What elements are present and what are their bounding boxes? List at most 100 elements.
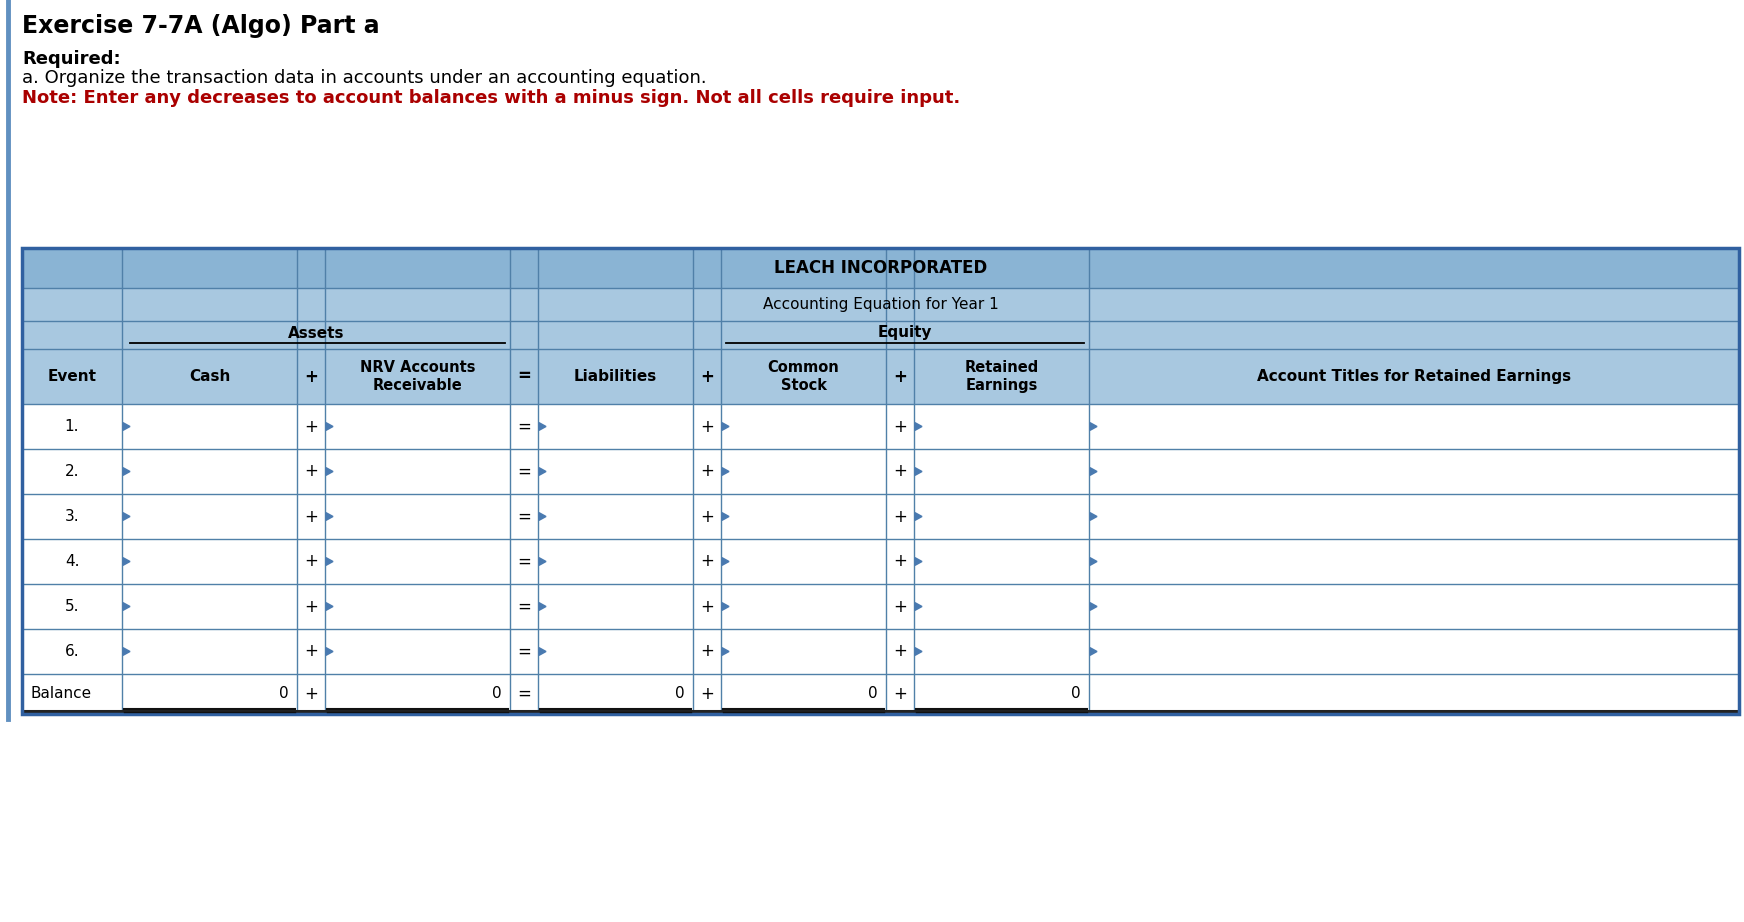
Text: +: + bbox=[303, 368, 317, 385]
Text: +: + bbox=[893, 368, 907, 385]
Polygon shape bbox=[124, 422, 131, 431]
Polygon shape bbox=[539, 647, 546, 656]
Polygon shape bbox=[1090, 422, 1097, 431]
Text: 2.: 2. bbox=[65, 464, 78, 479]
Polygon shape bbox=[722, 467, 729, 476]
Text: =: = bbox=[516, 552, 530, 571]
Text: Liabilities: Liabilities bbox=[574, 369, 657, 384]
Bar bbox=[23, 584, 1739, 629]
Polygon shape bbox=[722, 422, 729, 431]
Polygon shape bbox=[326, 603, 333, 610]
Text: a. Organize the transaction data in accounts under an accounting equation.: a. Organize the transaction data in acco… bbox=[23, 69, 706, 87]
Text: +: + bbox=[699, 552, 713, 571]
Bar bbox=[23, 449, 1739, 494]
Polygon shape bbox=[722, 513, 729, 520]
Text: Retained
Earnings: Retained Earnings bbox=[964, 360, 1039, 394]
Text: +: + bbox=[303, 685, 317, 703]
Text: +: + bbox=[699, 643, 713, 660]
Text: +: + bbox=[303, 418, 317, 435]
Text: 0: 0 bbox=[279, 687, 290, 702]
Polygon shape bbox=[124, 603, 131, 610]
Text: 6.: 6. bbox=[65, 644, 78, 659]
Text: +: + bbox=[699, 685, 713, 703]
Text: 0: 0 bbox=[675, 687, 685, 702]
Polygon shape bbox=[539, 603, 546, 610]
Text: 0: 0 bbox=[492, 687, 502, 702]
Polygon shape bbox=[722, 603, 729, 610]
Bar bbox=[23, 288, 1739, 321]
Text: =: = bbox=[516, 418, 530, 435]
Polygon shape bbox=[916, 603, 923, 610]
Text: +: + bbox=[303, 597, 317, 616]
Polygon shape bbox=[326, 647, 333, 656]
Text: +: + bbox=[303, 463, 317, 480]
Text: +: + bbox=[893, 597, 907, 616]
Bar bbox=[23, 321, 1739, 349]
Text: 3.: 3. bbox=[65, 509, 78, 524]
Polygon shape bbox=[1090, 603, 1097, 610]
Text: Required:: Required: bbox=[23, 50, 120, 68]
Text: +: + bbox=[303, 507, 317, 526]
Text: =: = bbox=[516, 463, 530, 480]
Polygon shape bbox=[722, 647, 729, 656]
Text: Balance: Balance bbox=[30, 687, 91, 702]
Polygon shape bbox=[722, 558, 729, 565]
Bar bbox=[23, 629, 1739, 674]
Text: Cash: Cash bbox=[188, 369, 230, 384]
Text: =: = bbox=[516, 597, 530, 616]
Polygon shape bbox=[916, 513, 923, 520]
Text: =: = bbox=[516, 507, 530, 526]
Polygon shape bbox=[539, 467, 546, 476]
Text: LEACH INCORPORATED: LEACH INCORPORATED bbox=[774, 259, 987, 277]
Polygon shape bbox=[1090, 467, 1097, 476]
Polygon shape bbox=[326, 513, 333, 520]
Bar bbox=[23, 404, 1739, 449]
Text: NRV Accounts
Receivable: NRV Accounts Receivable bbox=[359, 360, 476, 394]
Text: +: + bbox=[893, 552, 907, 571]
Polygon shape bbox=[326, 422, 333, 431]
Text: +: + bbox=[699, 418, 713, 435]
Polygon shape bbox=[124, 467, 131, 476]
Text: Accounting Equation for Year 1: Accounting Equation for Year 1 bbox=[762, 297, 998, 312]
Bar bbox=[23, 349, 1739, 404]
Polygon shape bbox=[916, 422, 923, 431]
Bar bbox=[23, 494, 1739, 539]
Text: +: + bbox=[699, 463, 713, 480]
Polygon shape bbox=[124, 558, 131, 565]
Text: +: + bbox=[893, 507, 907, 526]
Polygon shape bbox=[326, 558, 333, 565]
Text: Account Titles for Retained Earnings: Account Titles for Retained Earnings bbox=[1257, 369, 1571, 384]
Polygon shape bbox=[916, 647, 923, 656]
Polygon shape bbox=[916, 558, 923, 565]
Text: Common
Stock: Common Stock bbox=[767, 360, 839, 394]
Polygon shape bbox=[539, 422, 546, 431]
Text: =: = bbox=[516, 643, 530, 660]
Text: 0: 0 bbox=[1071, 687, 1081, 702]
Text: +: + bbox=[303, 552, 317, 571]
Text: Assets: Assets bbox=[288, 325, 344, 340]
Bar bbox=[23, 248, 1739, 288]
Text: +: + bbox=[893, 643, 907, 660]
Text: +: + bbox=[699, 597, 713, 616]
Text: 0: 0 bbox=[869, 687, 877, 702]
Text: 1.: 1. bbox=[65, 419, 78, 434]
Text: Note: Enter any decreases to account balances with a minus sign. Not all cells r: Note: Enter any decreases to account bal… bbox=[23, 89, 961, 107]
Text: +: + bbox=[303, 643, 317, 660]
Bar bbox=[23, 674, 1739, 714]
Polygon shape bbox=[539, 513, 546, 520]
Text: =: = bbox=[516, 368, 530, 385]
Text: +: + bbox=[893, 685, 907, 703]
Polygon shape bbox=[124, 647, 131, 656]
Polygon shape bbox=[1090, 558, 1097, 565]
Polygon shape bbox=[539, 558, 546, 565]
Text: +: + bbox=[699, 368, 713, 385]
Polygon shape bbox=[1090, 513, 1097, 520]
Bar bbox=[23, 248, 1739, 714]
Polygon shape bbox=[326, 467, 333, 476]
Text: Exercise 7-7A (Algo) Part a: Exercise 7-7A (Algo) Part a bbox=[23, 14, 380, 38]
Text: 4.: 4. bbox=[65, 554, 78, 569]
Text: Event: Event bbox=[47, 369, 96, 384]
Polygon shape bbox=[124, 513, 131, 520]
Text: +: + bbox=[893, 418, 907, 435]
Text: Equity: Equity bbox=[877, 325, 933, 340]
